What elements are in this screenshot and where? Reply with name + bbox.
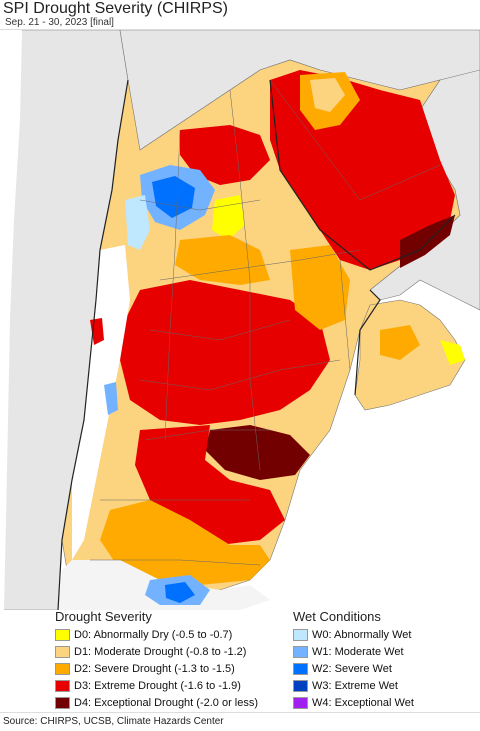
swatch-d3 [55, 679, 70, 692]
legend-item-w3: W3: Extreme Wet [293, 678, 398, 693]
swatch-w3 [293, 679, 308, 692]
uruguay-d0 [440, 340, 465, 365]
map-header: SPI Drought Severity (CHIRPS) Sep. 21 - … [0, 0, 480, 30]
drought-map [0, 29, 480, 610]
legend-item-d4: D4: Exceptional Drought (-2.0 or less) [55, 695, 258, 710]
swatch-w1 [293, 645, 308, 658]
legend-label: D1: Moderate Drought (-0.8 to -1.2) [74, 645, 247, 658]
legend-label: D0: Abnormally Dry (-0.5 to -0.7) [74, 628, 233, 641]
swatch-w4 [293, 696, 308, 709]
swatch-d4 [55, 696, 70, 709]
legend-label: W4: Exceptional Wet [312, 696, 414, 709]
central-d2 [175, 235, 270, 285]
drought-legend-title: Drought Severity [55, 609, 152, 624]
map-title: SPI Drought Severity (CHIRPS) [3, 0, 228, 17]
legend-item-d3: D3: Extreme Drought (-1.6 to -1.9) [55, 678, 241, 693]
south-d4 [205, 425, 310, 480]
map-subtitle: Sep. 21 - 30, 2023 [final] [5, 17, 114, 28]
swatch-d2 [55, 662, 70, 675]
atlantic-ocean [270, 360, 480, 610]
legend-label: D2: Severe Drought (-1.3 to -1.5) [74, 662, 235, 675]
patagonia-w2 [165, 582, 195, 603]
uruguay-region [354, 299, 466, 411]
uruguay-d2 [380, 325, 420, 360]
swatch-d1 [55, 645, 70, 658]
swatch-w2 [293, 662, 308, 675]
source-credit: Source: CHIRPS, UCSB, Climate Hazards Ce… [3, 716, 224, 727]
east-d2 [290, 245, 350, 330]
legend-label: W3: Extreme Wet [312, 679, 398, 692]
legend-item-d1: D1: Moderate Drought (-0.8 to -1.2) [55, 644, 246, 659]
paraguay-d1 [310, 78, 345, 112]
legend-label: D3: Extreme Drought (-1.6 to -1.9) [74, 679, 241, 692]
legend-item-w2: W2: Severe Wet [293, 661, 392, 676]
country-borders [57, 79, 456, 610]
legend-label: D4: Exceptional Drought (-2.0 or less) [74, 696, 259, 709]
wet-legend-title: Wet Conditions [293, 609, 381, 624]
swatch-w0 [293, 628, 308, 641]
legend-item-w0: W0: Abnormally Wet [293, 627, 411, 642]
legend-label: W1: Moderate Wet [312, 645, 404, 658]
north-argentina-d3 [180, 125, 270, 185]
legend-item-w1: W1: Moderate Wet [293, 644, 404, 659]
wet-patch-w0 [125, 195, 150, 250]
province-borders [90, 79, 441, 566]
legend-label: W2: Severe Wet [312, 662, 392, 675]
legend-label: W0: Abnormally Wet [312, 628, 412, 641]
legend: Drought Severity D0: Abnormally Dry (-0.… [0, 607, 480, 712]
legend-item-d0: D0: Abnormally Dry (-0.5 to -0.7) [55, 627, 232, 642]
legend-item-w4: W4: Exceptional Wet [293, 695, 414, 710]
west-normal [72, 245, 130, 560]
west-w1-patch [104, 382, 118, 415]
legend-item-d2: D2: Severe Drought (-1.3 to -1.5) [55, 661, 235, 676]
swatch-d0 [55, 628, 70, 641]
footer: Source: CHIRPS, UCSB, Climate Hazards Ce… [0, 712, 480, 731]
central-d3 [120, 280, 330, 425]
d0-patch-north [212, 195, 245, 240]
pacific-ocean [0, 30, 22, 610]
south-d2 [100, 500, 270, 585]
